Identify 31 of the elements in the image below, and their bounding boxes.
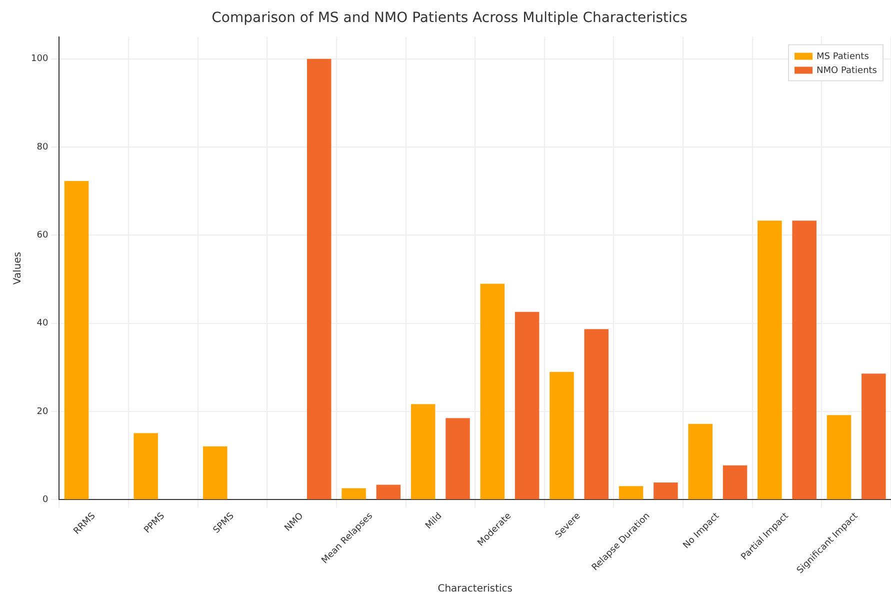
bar <box>306 58 332 500</box>
bar <box>410 404 436 500</box>
bar <box>446 418 470 500</box>
bar <box>792 220 816 500</box>
bar <box>862 374 886 500</box>
bar <box>514 312 540 500</box>
y-tick-label: 40 <box>36 318 48 329</box>
y-tick-label: 80 <box>36 142 48 152</box>
y-tick-label: 20 <box>36 406 48 417</box>
bar <box>826 415 852 500</box>
bar <box>203 446 228 500</box>
y-tick-label: 60 <box>36 230 48 241</box>
bar <box>618 486 644 500</box>
chart-title: Comparison of MS and NMO Patients Across Multiple Characteristics <box>212 10 688 26</box>
bar <box>64 180 89 500</box>
bar <box>134 433 158 500</box>
bar <box>550 372 574 500</box>
bar <box>654 482 678 500</box>
bar <box>342 488 366 500</box>
y-axis-title: Values <box>12 252 24 285</box>
y-tick-label: 0 <box>42 495 48 506</box>
legend-label: NMO Patients <box>816 66 878 76</box>
bar <box>722 465 748 500</box>
bar <box>584 329 609 500</box>
legend-label: MS Patients <box>816 52 870 62</box>
bar <box>480 284 505 500</box>
y-tick-label: 100 <box>30 54 48 64</box>
bar <box>376 484 401 500</box>
bar <box>758 220 782 500</box>
x-axis-title: Characteristics <box>438 584 512 595</box>
bar <box>688 424 713 500</box>
